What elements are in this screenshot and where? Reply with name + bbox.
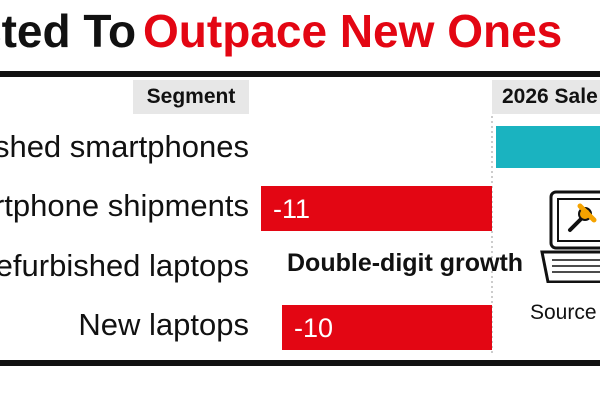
row-label: shed smartphones [0,129,249,164]
chart-title: cted To Outpace New Ones [0,0,600,66]
row-label: efurbished laptops [0,248,249,283]
bar [282,305,492,350]
annotation: Double-digit growth [287,249,523,277]
bar-value-label: -10 [294,313,333,343]
row-label: New laptops [78,307,249,342]
bar [261,186,492,231]
header-segment: Segment [133,80,249,114]
title-part-black: cted To [0,5,137,57]
laptop-repair-icon [540,190,600,283]
bar [496,126,600,168]
title-part-red: Outpace New Ones [143,5,563,57]
title-rule [0,71,600,77]
source-label: Source [530,301,597,324]
row-label: rtphone shipments [0,188,249,223]
bottom-rule [0,360,600,366]
bar-value-label: -11 [273,194,310,224]
header-sales: 2026 Sale [492,80,600,114]
